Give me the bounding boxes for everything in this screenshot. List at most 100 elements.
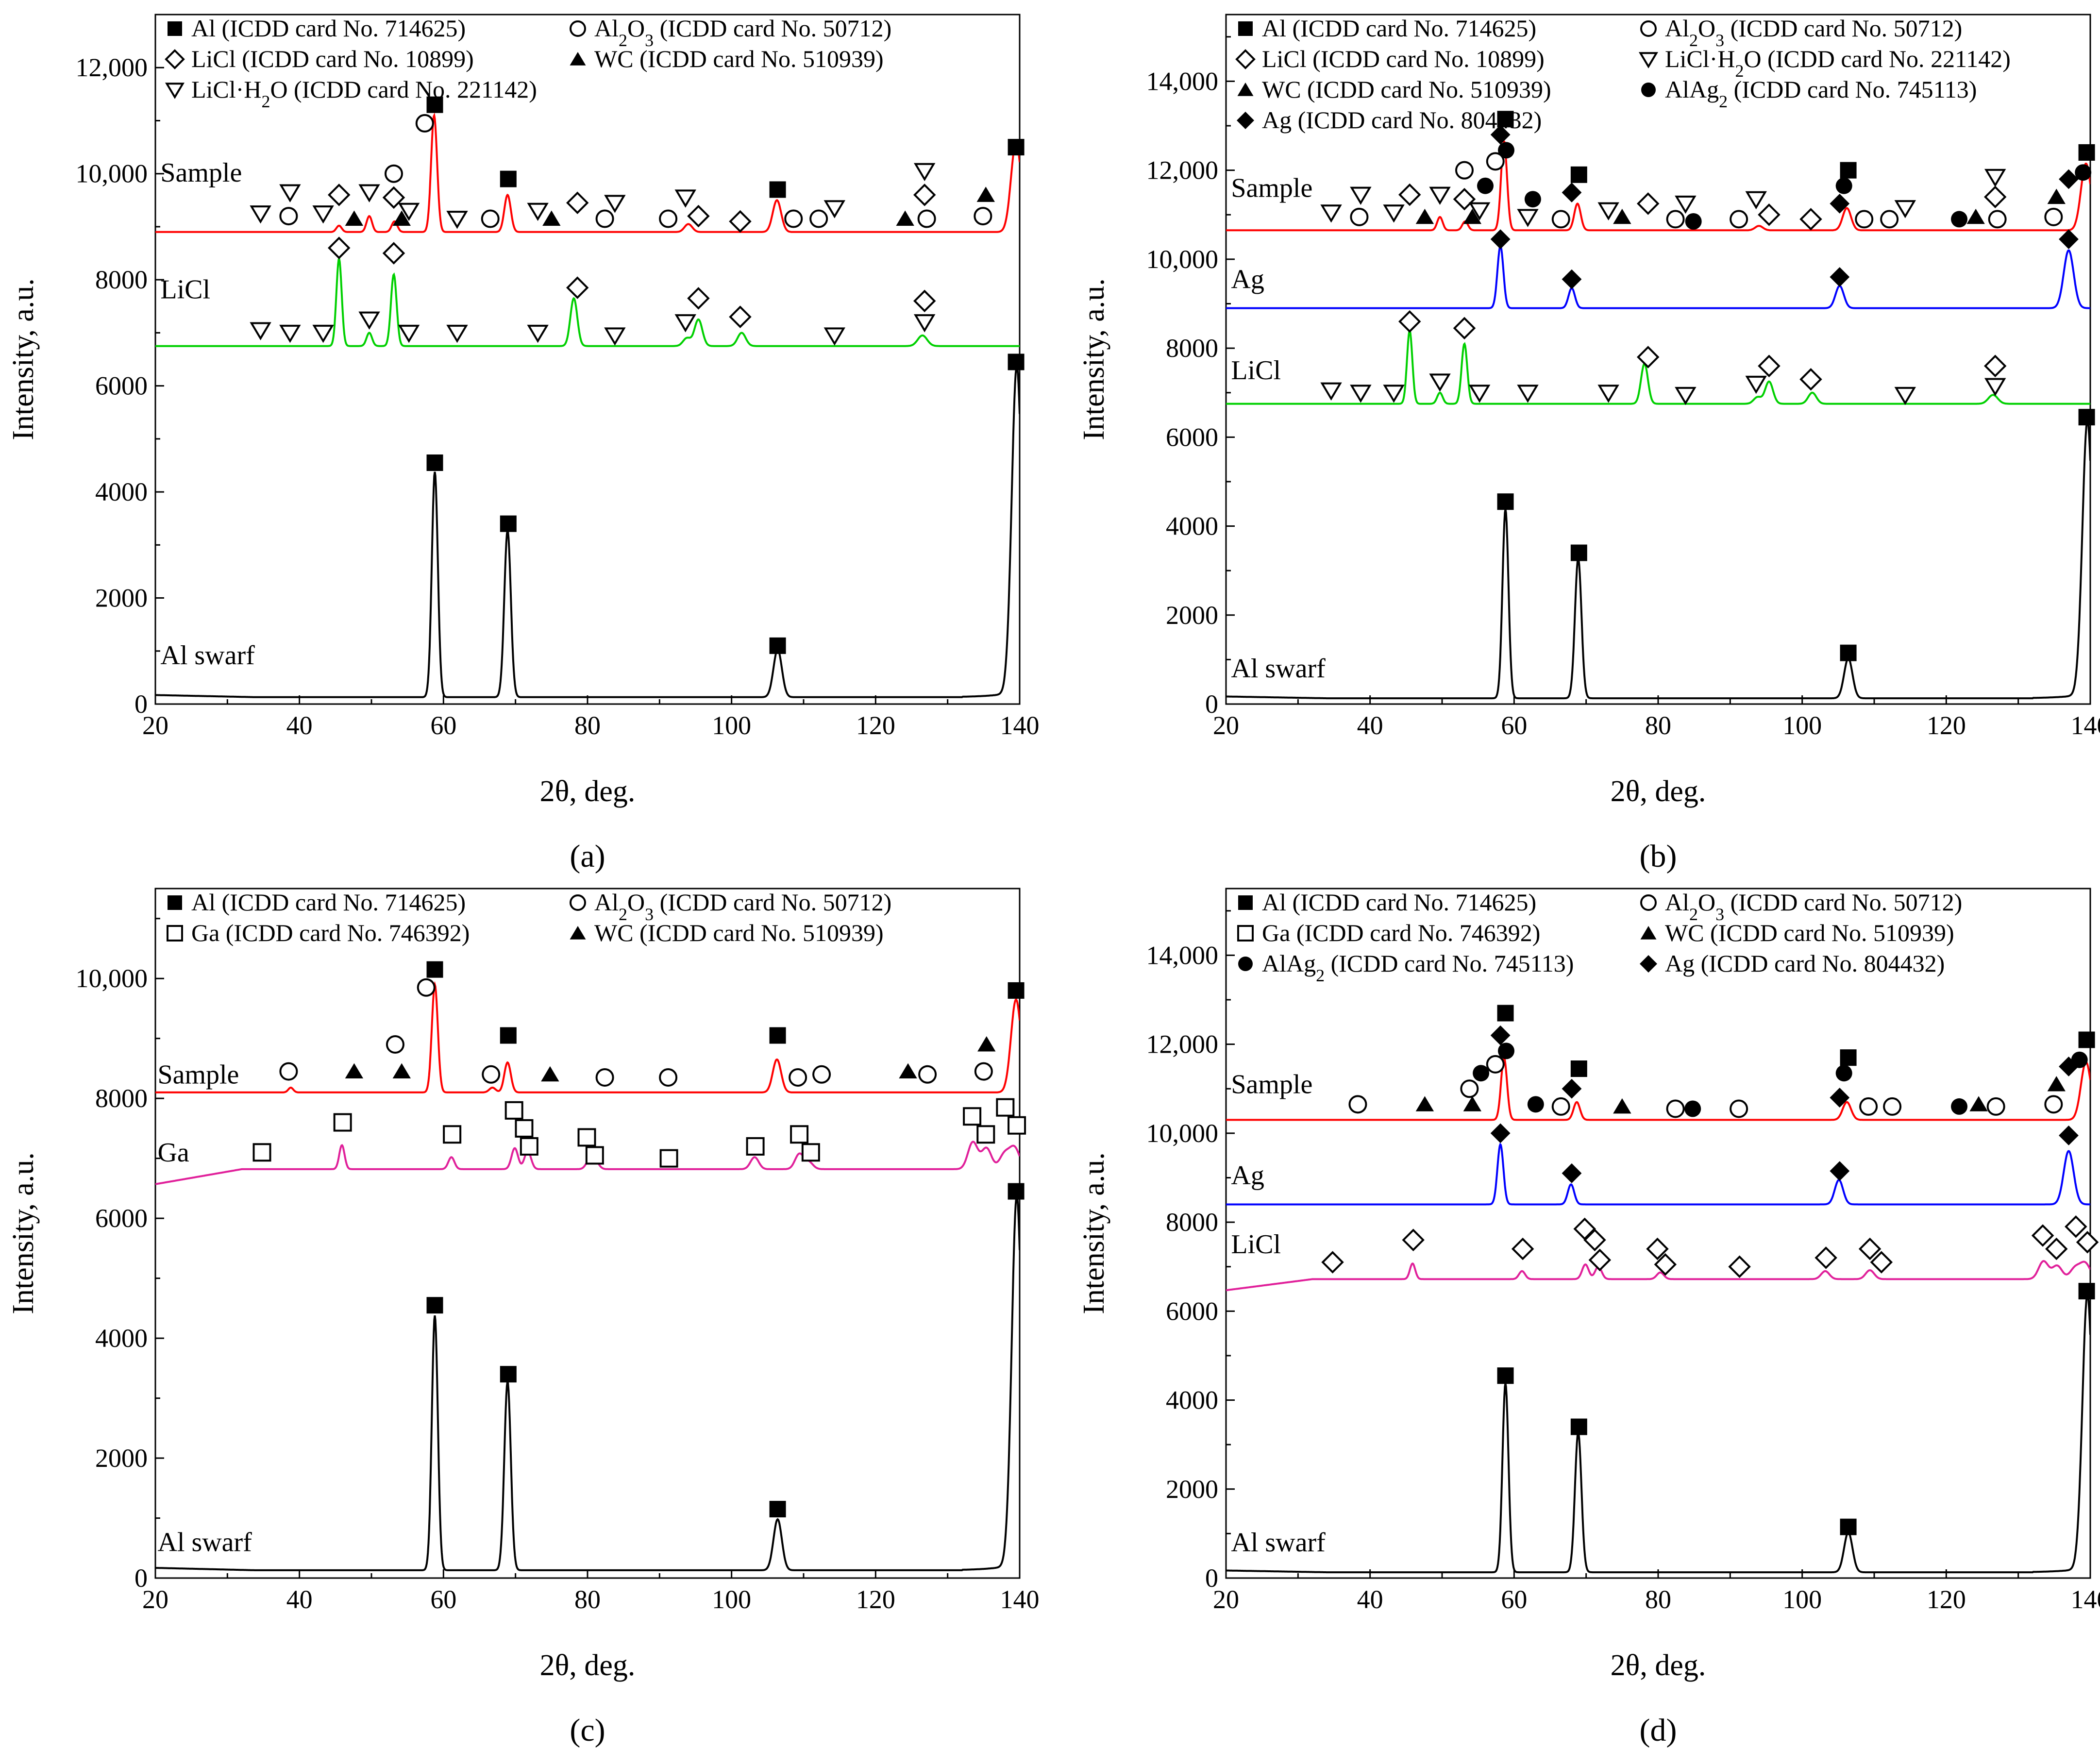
x-tick-label: 80 — [574, 1585, 601, 1614]
phase-marker-circle — [1455, 161, 1474, 180]
phase-marker-circle — [918, 1065, 937, 1084]
y-tick-label: 4000 — [1166, 1386, 1218, 1415]
phase-marker-dot — [1684, 1100, 1701, 1117]
phase-marker-filled_diamond — [1562, 1078, 1582, 1099]
curve-label: Ag — [1231, 264, 1264, 294]
x-tick-label: 40 — [1357, 711, 1383, 740]
phase-marker-circle — [279, 207, 298, 226]
phase-marker-circle — [595, 1068, 614, 1087]
curve-label: Sample — [1231, 1069, 1312, 1099]
phase-marker-circle — [789, 1068, 807, 1087]
phase-marker-circle — [1348, 1095, 1367, 1114]
x-axis-title: 2θ, deg. — [540, 1649, 636, 1682]
phase-marker-diamond — [1398, 310, 1421, 333]
phase-marker-diamond — [2076, 1231, 2099, 1254]
y-tick-label: 12,000 — [76, 53, 148, 82]
phase-marker-triangle — [1463, 208, 1481, 224]
curve-label: Sample — [160, 158, 242, 188]
phase-marker-square — [500, 1027, 517, 1044]
phase-marker-open_square — [252, 1143, 271, 1162]
legend-entry-text: Ag (ICDD card No. 804432) — [1665, 950, 1945, 977]
series-ag — [1226, 1143, 2090, 1206]
x-tick-label: 60 — [1501, 711, 1527, 740]
legend-marker-open_square — [1237, 925, 1254, 941]
phase-marker-square — [2078, 1031, 2095, 1048]
phase-marker-diamond — [328, 184, 351, 206]
legend-entry-text: Al2O3 (ICDD card No. 50712) — [1665, 15, 1962, 50]
y-tick-label: 2000 — [1166, 601, 1218, 630]
phase-marker-circle — [417, 978, 436, 997]
phase-marker-dot — [1524, 191, 1541, 208]
phase-marker-diamond — [1646, 1237, 1669, 1261]
phase-marker-filled_diamond — [1830, 1161, 1850, 1181]
y-tick-label: 12,000 — [1146, 156, 1219, 185]
y-axis-title: Intensity, a.u. — [1077, 1152, 1110, 1314]
legend-entry-text: LiCl (ICDD card No. 10899) — [191, 45, 474, 72]
phase-marker-open_square — [790, 1125, 809, 1144]
phase-marker-square — [500, 170, 517, 187]
x-tick-label: 140 — [2071, 1585, 2100, 1614]
y-axis-title: Intensity, a.u. — [1077, 278, 1110, 440]
phase-marker-circle — [1988, 210, 2007, 229]
phase-marker-tri_down — [1894, 387, 1916, 405]
legend-entry-text: AlAg2 (ICDD card No. 745113) — [1262, 950, 1574, 985]
legend-marker-tri_down — [165, 83, 185, 99]
phase-marker-square — [2078, 409, 2095, 426]
phase-marker-square — [1570, 544, 1587, 561]
y-tick-label: 2000 — [95, 1444, 148, 1473]
panel-caption: (a) — [570, 839, 605, 874]
phase-marker-diamond — [1983, 354, 2007, 377]
phase-marker-open_square — [515, 1119, 534, 1138]
phase-marker-diamond — [2031, 1224, 2054, 1247]
phase-marker-square — [1008, 353, 1025, 370]
series-licl — [1226, 1260, 2090, 1292]
phase-marker-square — [500, 1366, 517, 1383]
series-al-swarf — [1226, 1291, 2090, 1574]
phase-marker-triangle — [1966, 208, 1985, 224]
x-tick-label: 80 — [574, 711, 601, 740]
y-tick-label: 8000 — [1166, 334, 1218, 363]
legend-entry-text: WC (ICDD card No. 510939) — [594, 45, 884, 72]
phase-marker-circle — [1486, 152, 1505, 171]
x-tick-label: 140 — [2071, 711, 2100, 740]
phase-marker-square — [426, 96, 443, 113]
phase-marker-open_square — [577, 1128, 596, 1147]
phase-marker-dot — [1498, 1042, 1515, 1059]
x-tick-label: 20 — [1213, 1585, 1239, 1614]
phase-marker-tri_down — [1468, 385, 1491, 403]
y-tick-label: 8000 — [95, 1084, 148, 1113]
phase-marker-circle — [415, 114, 434, 133]
phase-marker-filled_diamond — [1562, 183, 1582, 202]
phase-marker-square — [769, 1027, 786, 1044]
phase-marker-circle — [1551, 1097, 1570, 1116]
x-tick-label: 100 — [1782, 1585, 1822, 1614]
phase-marker-circle — [1855, 210, 1874, 229]
phase-marker-tri_down — [1383, 204, 1405, 223]
phase-marker-diamond — [382, 242, 405, 265]
legend-entry-text: LiCl·H2O (ICDD card No. 221142) — [1665, 45, 2011, 81]
phase-marker-square — [426, 454, 443, 471]
phase-marker-tri_down — [446, 211, 468, 229]
phase-marker-dot — [1477, 177, 1494, 194]
phase-marker-dot — [1951, 1098, 1968, 1115]
phase-marker-tri_down — [1675, 387, 1697, 405]
phase-marker-circle — [1730, 210, 1748, 229]
phase-marker-dot — [1498, 142, 1515, 159]
phase-marker-tri_down — [312, 205, 334, 224]
y-tick-label: 10,000 — [1146, 245, 1219, 274]
legend-entry-text: Ga (ICDD card No. 746392) — [1262, 919, 1540, 946]
x-tick-label: 20 — [142, 711, 168, 740]
phase-marker-diamond — [1654, 1253, 1677, 1276]
phase-marker-diamond — [687, 204, 710, 228]
legend: Al (ICDD card No. 714625) Al2O3 (ICDD car… — [165, 15, 891, 111]
phase-marker-triangle — [542, 210, 561, 226]
phase-marker-tri_down — [527, 324, 549, 343]
series-sample — [155, 112, 1020, 233]
legend-marker-triangle — [570, 926, 586, 940]
legend-marker-diamond — [165, 49, 185, 69]
phase-marker-diamond — [1321, 1251, 1344, 1274]
curve-label: LiCl — [160, 274, 210, 304]
legend-marker-circle — [570, 894, 586, 911]
phase-marker-circle — [1986, 1097, 2005, 1116]
